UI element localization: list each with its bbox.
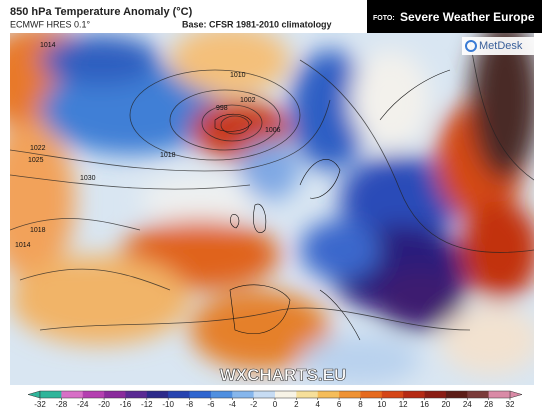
- isobar-label: 1030: [80, 175, 96, 182]
- colorbar-tick-label: 12: [399, 400, 408, 409]
- isobar-label: 1010: [230, 72, 246, 79]
- colorbar-tick-label: -24: [77, 400, 89, 409]
- colorbar-tick-label: -4: [229, 400, 237, 409]
- isobar-label: 998: [216, 105, 228, 112]
- base-climatology: Base: CFSR 1981-2010 climatology: [182, 19, 332, 29]
- credit-source: Severe Weather Europe: [400, 10, 535, 24]
- colorbar-tick-label: -32: [34, 400, 46, 409]
- isobars: [10, 39, 534, 331]
- colorbar-tick-label: 10: [377, 400, 386, 409]
- colorbar-tick-label: 20: [441, 400, 450, 409]
- colorbar-tick-label: 8: [358, 400, 363, 409]
- colorbar: -32 -28 -24 -20 -16 -12 -10 -8 -6 -4 -2 0 2 4 6 8 10 12 16…: [27, 390, 523, 409]
- colorbar-segment: [232, 391, 254, 398]
- isobar-label: 1014: [40, 42, 56, 49]
- isobar-label: 1022: [30, 145, 46, 152]
- logo-icon: [465, 40, 477, 52]
- isobar-label: 1014: [15, 242, 31, 249]
- watermark: WXCHARTS.EU: [220, 365, 347, 384]
- colorbar-tick-label: 32: [506, 400, 515, 409]
- colorbar-segment: [467, 391, 489, 398]
- colorbar-segment: [40, 391, 62, 398]
- colorbar-segment: [296, 391, 319, 398]
- colorbar-segment: [210, 391, 233, 398]
- isobar-label: 1025: [28, 157, 44, 164]
- colorbar-tick-label: -2: [250, 400, 258, 409]
- isobar-label: 1018: [30, 227, 46, 234]
- colorbar-tick-label: 6: [337, 400, 342, 409]
- colorbar-tick-label: -28: [56, 400, 68, 409]
- model: ECMWF HRES 0.1°: [10, 19, 91, 29]
- anomaly-map: 1014 1010 998 1002 1006 1018 1022 1025 1…: [10, 33, 534, 385]
- colorbar-tick-label: 24: [463, 400, 472, 409]
- colorbar-segment: [61, 391, 84, 398]
- colorbar-tick-label: -8: [186, 400, 194, 409]
- colorbar-tick-label: -20: [98, 400, 110, 409]
- colorbar-segment: [445, 391, 468, 398]
- colorbar-segment: [403, 391, 425, 398]
- colorbar-tick-label: 4: [316, 400, 321, 409]
- logo-box: [462, 37, 534, 55]
- colorbar-segment: [125, 391, 148, 398]
- colorbar-tick-label: -12: [141, 400, 153, 409]
- colorbar-tick-label: 28: [484, 400, 493, 409]
- colorbar-segment: [275, 391, 297, 398]
- title: 850 hPa Temperature Anomaly (°C): [10, 6, 193, 18]
- colorbar-segment: [360, 391, 383, 398]
- colorbar-tick-label: -16: [120, 400, 132, 409]
- isobar-label: 1018: [160, 152, 176, 159]
- colorbar-segment: [168, 391, 190, 398]
- colorbar-segment: [488, 391, 511, 398]
- colorbar-segment: [189, 391, 212, 398]
- credit-box: [367, 0, 542, 33]
- colorbar-tick-label: 16: [420, 400, 429, 409]
- isobar-label: 1006: [265, 127, 281, 134]
- credit-prefix: FOTO:: [373, 15, 395, 22]
- colorbar-segment: [317, 391, 340, 398]
- colorbar-segment: [381, 391, 404, 398]
- colorbar-tick-label: 0: [273, 400, 278, 409]
- colorbar-tick-label: -10: [162, 400, 174, 409]
- isobar-label: 1002: [240, 97, 256, 104]
- colorbar-segment: [146, 391, 169, 398]
- colorbar-segment: [82, 391, 105, 398]
- colorbar-segment: [104, 391, 126, 398]
- colorbar-segment: [424, 391, 447, 398]
- colorbar-tick-label: 2: [294, 400, 299, 409]
- colorbar-tick-label: -6: [207, 400, 215, 409]
- colorbar-segment: [253, 391, 276, 398]
- logo-text: MetDesk: [479, 40, 523, 52]
- colorbar-segment: [339, 391, 361, 398]
